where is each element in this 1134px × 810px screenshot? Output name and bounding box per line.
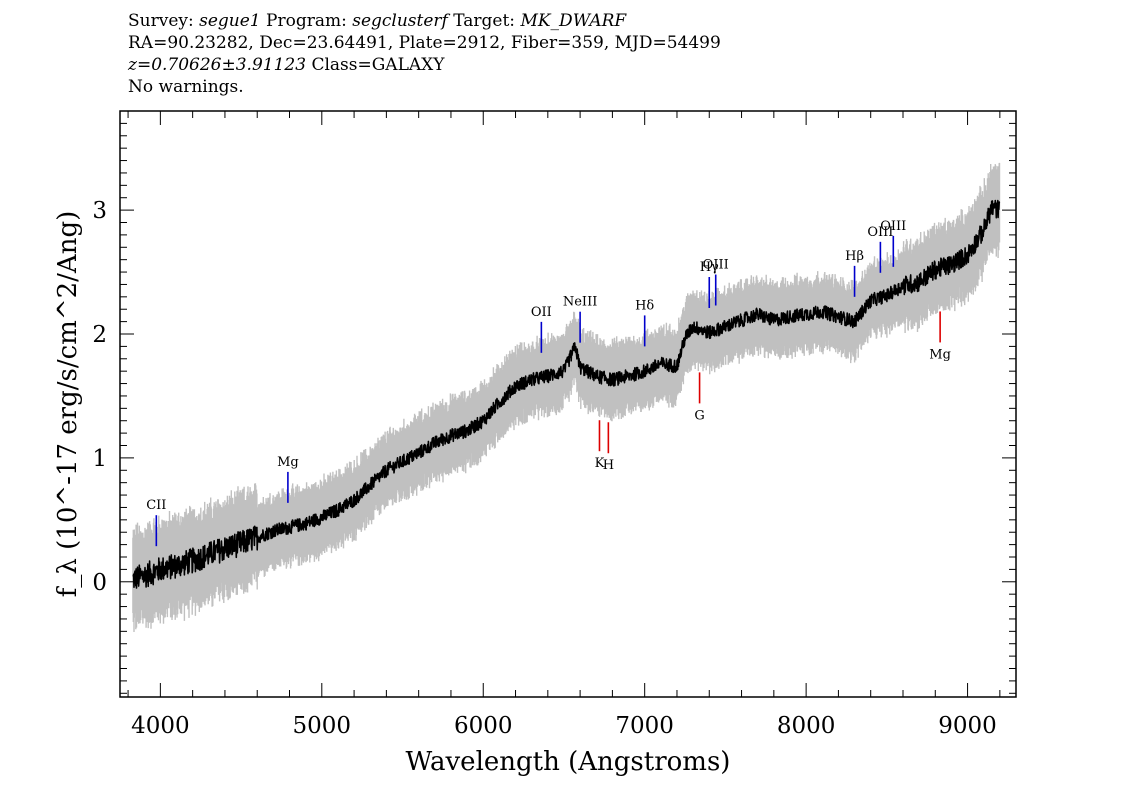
spectrum-line	[132, 199, 1001, 589]
x-tick-label: 9000	[938, 713, 997, 739]
line-label-10: K	[595, 456, 605, 471]
x-tick-label: 5000	[293, 713, 352, 739]
y-tick-label: 1	[92, 446, 107, 472]
y-tick-label: 2	[92, 322, 107, 348]
header-line-2: RA=90.23282, Dec=23.64491, Plate=2912, F…	[128, 33, 721, 53]
redshift-value: z=0.70626±3.91123	[128, 55, 307, 75]
spectrum-header: Survey: segue1 Program: segclusterf Targ…	[128, 10, 1108, 98]
survey-key: Survey:	[128, 11, 194, 31]
y-tick-label: 0	[92, 570, 107, 596]
x-tick-label: 4000	[131, 713, 190, 739]
x-tick-label: 6000	[454, 713, 513, 739]
line-label-2: OII	[531, 305, 552, 320]
y-axis-label: f_λ (10^-17 erg/s/cm^2/Ang)	[53, 211, 83, 597]
x-axis-label: Wavelength (Angstroms)	[406, 747, 731, 777]
program-key: Program:	[266, 11, 347, 31]
line-label-7: Hβ	[845, 249, 864, 264]
line-label-8: OIII	[867, 225, 893, 240]
survey-value: segue1	[199, 11, 261, 31]
program-value: segclusterf	[352, 11, 448, 31]
x-tick-label: 8000	[777, 713, 836, 739]
line-label-1: Mg	[277, 455, 299, 470]
line-label-4: Hδ	[635, 298, 654, 313]
spectrum-layer	[132, 199, 1001, 589]
ticks-layer: 4000 5000 6000 7000 8000 9000 0 1 2 3	[92, 110, 1016, 739]
x-tick-label: 7000	[615, 713, 674, 739]
warnings-text: No warnings.	[128, 77, 244, 97]
line-label-0: CII	[146, 498, 166, 513]
target-key: Target:	[453, 11, 516, 31]
line-label-5: Hγ	[700, 260, 719, 275]
line-label-12: G	[694, 408, 704, 423]
y-tick-label: 3	[92, 198, 107, 224]
plot-frame	[119, 110, 1017, 698]
header-line-3: z=0.70626±3.91123 Class=GALAXY	[128, 54, 1108, 76]
header-line-1: Survey: segue1 Program: segclusterf Targ…	[128, 10, 1108, 32]
target-value: MK_DWARF	[520, 11, 627, 31]
line-label-9: OIII	[880, 219, 906, 234]
line-label-13: Mg	[929, 347, 951, 362]
line-label-3: NeIII	[563, 295, 597, 310]
line-label-6: OIII	[703, 258, 729, 273]
class-value: Class=GALAXY	[311, 55, 445, 75]
line-label-11: H	[603, 458, 614, 473]
